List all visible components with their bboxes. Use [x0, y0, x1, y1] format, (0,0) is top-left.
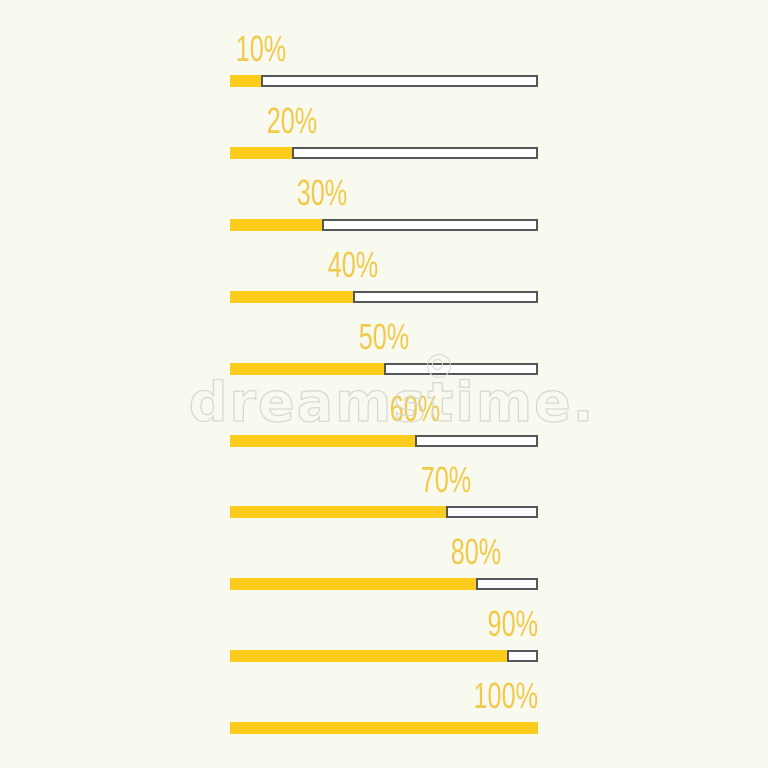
progress-bar: [230, 362, 538, 375]
registered-trademark-icon: [427, 354, 451, 378]
percent-label: 50%: [358, 315, 410, 357]
progress-bar: [230, 218, 538, 231]
progress-bar-track: [292, 146, 538, 159]
progress-bar: [230, 578, 538, 591]
progress-bar: [230, 75, 538, 87]
progress-bar-track: [507, 650, 538, 663]
progress-bar-fill: [230, 290, 353, 303]
percent-label: 10%: [235, 28, 287, 69]
progress-bar-fill: [230, 146, 292, 159]
progress-bar-track: [322, 218, 538, 231]
registered-trademark-inner-circle: [432, 359, 443, 370]
progress-bar-fill: [230, 722, 538, 735]
progress-bar-fill: [230, 75, 261, 87]
progress-bar-track: [384, 362, 538, 375]
progress-bar: [230, 650, 538, 663]
percent-label: 60%: [389, 387, 441, 429]
progress-bar: [230, 722, 538, 735]
progress-bar-track: [476, 578, 538, 591]
progress-bar-fill: [230, 506, 446, 519]
progress-bar: [230, 146, 538, 159]
progress-bar-track: [415, 434, 538, 447]
progress-bar: [230, 434, 538, 447]
progress-bar-fill: [230, 218, 322, 231]
dreamstime-watermark: dreamstime.: [188, 370, 596, 434]
progress-bar-fill: [230, 362, 384, 375]
progress-bar-track: [446, 506, 538, 519]
progress-bar-fill: [230, 650, 507, 663]
percent-label: 70%: [420, 459, 472, 501]
percent-label: 90%: [487, 603, 538, 645]
percent-label: 20%: [266, 99, 318, 141]
percent-label: 80%: [450, 531, 502, 573]
progress-bar: [230, 506, 538, 519]
percent-label: 30%: [296, 171, 348, 213]
progress-bar-fill: [230, 578, 476, 591]
progress-bar-fill: [230, 434, 415, 447]
progress-bar-track: [261, 75, 538, 87]
percent-label: 40%: [327, 243, 379, 285]
percent-label: 100%: [473, 675, 538, 717]
progress-bar: [230, 290, 538, 303]
progress-bar-track: [353, 290, 538, 303]
